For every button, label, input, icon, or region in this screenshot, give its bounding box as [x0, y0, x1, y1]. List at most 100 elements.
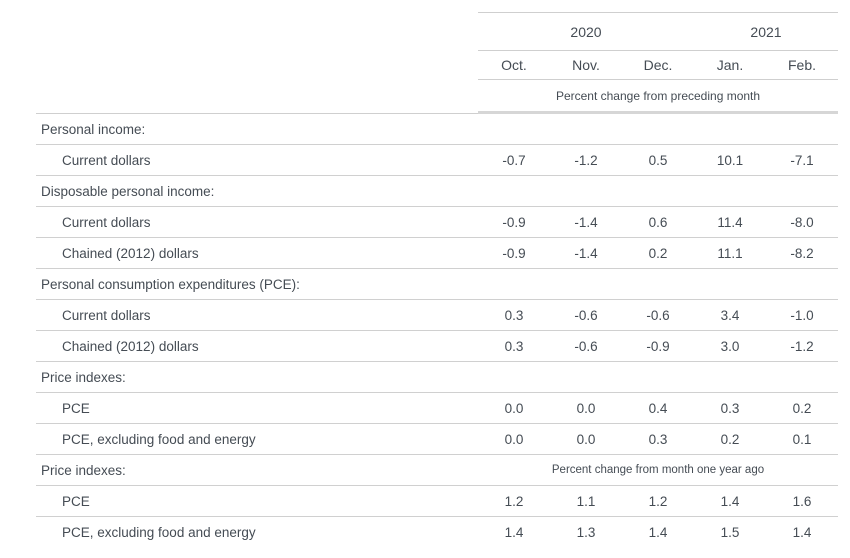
value-cell: 1.4 — [648, 525, 668, 540]
row-values: -0.9 -1.4 0.6 11.4 -8.0 — [478, 215, 838, 230]
unit-note-top: Percent change from preceding month — [478, 80, 838, 114]
row-label: Chained (2012) dollars — [62, 338, 199, 354]
value-cell: -1.2 — [574, 152, 598, 168]
row-values: -0.7 -1.2 0.5 10.1 -7.1 — [478, 153, 838, 168]
table-row-section: Disposable personal income: — [36, 176, 838, 207]
month-header-jan: Jan. — [716, 57, 744, 73]
table-row: Current dollars -0.7 -1.2 0.5 10.1 -7.1 — [36, 145, 838, 176]
value-cell: 0.0 — [576, 400, 596, 416]
value-cell: 0.3 — [504, 338, 524, 354]
table-row: Chained (2012) dollars -0.9 -1.4 0.2 11.… — [36, 238, 838, 269]
row-values: 0.0 0.0 0.4 0.3 0.2 — [478, 401, 838, 416]
label-column-spacer — [36, 12, 478, 51]
table-row: Current dollars 0.3 -0.6 -0.6 3.4 -1.0 — [36, 300, 838, 331]
table-row: PCE, excluding food and energy 0.0 0.0 0… — [36, 424, 838, 455]
value-cell: -0.9 — [646, 338, 670, 354]
value-cell: 1.2 — [648, 493, 668, 509]
value-cell: 0.6 — [648, 214, 668, 230]
row-values: 1.2 1.1 1.2 1.4 1.6 — [478, 494, 838, 509]
year-groups: 2020 2021 — [478, 12, 838, 51]
value-cell: 0.4 — [648, 400, 668, 416]
month-header-nov: Nov. — [572, 57, 600, 73]
row-label: Price indexes: — [41, 462, 126, 478]
row-label: Disposable personal income: — [41, 183, 215, 199]
year-header-2021: 2021 — [750, 23, 782, 40]
table-row: Current dollars -0.9 -1.4 0.6 11.4 -8.0 — [36, 207, 838, 238]
value-cell: 0.3 — [720, 400, 740, 416]
value-cell: -0.6 — [574, 338, 598, 354]
value-cell: 0.0 — [576, 431, 596, 447]
row-label: Chained (2012) dollars — [62, 245, 199, 261]
value-cell: -0.6 — [646, 307, 670, 323]
value-cell: 0.1 — [792, 431, 812, 447]
label-column-spacer — [36, 80, 478, 114]
value-cell: 1.4 — [720, 493, 740, 509]
row-label: PCE, excluding food and energy — [62, 525, 256, 540]
value-cell: 1.6 — [792, 493, 812, 509]
row-values: 0.3 -0.6 -0.9 3.0 -1.2 — [478, 339, 838, 354]
year-header-2020: 2020 — [570, 23, 602, 40]
table-row-section: Price indexes: — [36, 362, 838, 393]
value-cell: -8.2 — [790, 245, 814, 261]
table-row: PCE 1.2 1.1 1.2 1.4 1.6 — [36, 486, 838, 517]
table-row: PCE 0.0 0.0 0.4 0.3 0.2 — [36, 393, 838, 424]
year-header-row: 2020 2021 — [36, 12, 838, 51]
row-label: PCE, excluding food and energy — [62, 431, 256, 447]
value-cell: 1.5 — [720, 525, 740, 540]
unit-note-bottom: Percent change from month one year ago — [551, 464, 765, 476]
row-label: Current dollars — [62, 214, 151, 230]
value-cell: 0.2 — [648, 245, 668, 261]
month-header-oct: Oct. — [501, 57, 527, 73]
value-cell: 0.0 — [504, 431, 524, 447]
month-headers: Oct. Nov. Dec. Jan. Feb. — [478, 51, 838, 80]
value-cell: -0.9 — [502, 214, 526, 230]
row-values: 0.3 -0.6 -0.6 3.4 -1.0 — [478, 308, 838, 323]
value-cell: -1.0 — [790, 307, 814, 323]
value-cell: 10.1 — [716, 152, 744, 168]
value-cell: 0.3 — [504, 307, 524, 323]
row-label: Current dollars — [62, 152, 151, 168]
value-cell: 0.5 — [648, 152, 668, 168]
row-label: Current dollars — [62, 307, 151, 323]
month-header-feb: Feb. — [787, 57, 816, 73]
value-cell: -7.1 — [790, 152, 814, 168]
value-cell: 1.4 — [504, 525, 524, 540]
row-values: 1.4 1.3 1.4 1.5 1.4 — [478, 525, 838, 540]
value-cell: 0.0 — [504, 400, 524, 416]
row-label: PCE — [62, 400, 90, 416]
row-values: -0.9 -1.4 0.2 11.1 -8.2 — [478, 246, 838, 261]
unit-note-row: Percent change from preceding month — [36, 80, 838, 114]
row-label: Personal income: — [41, 121, 146, 137]
value-cell: -8.0 — [790, 214, 814, 230]
value-cell: 3.4 — [720, 307, 740, 323]
value-cell: -0.6 — [574, 307, 598, 323]
row-label: Personal consumption expenditures (PCE): — [41, 276, 300, 292]
value-cell: 0.2 — [792, 400, 812, 416]
value-cell: 0.2 — [720, 431, 740, 447]
table-row-section: Personal income: — [36, 114, 838, 145]
row-label: PCE — [62, 493, 90, 509]
value-cell: -1.4 — [574, 245, 598, 261]
table-row-section: Personal consumption expenditures (PCE): — [36, 269, 838, 300]
value-cell: -1.4 — [574, 214, 598, 230]
value-cell: 0.3 — [648, 431, 668, 447]
value-cell: -0.9 — [502, 245, 526, 261]
table-row: PCE, excluding food and energy 1.4 1.3 1… — [36, 517, 838, 548]
value-cell: 11.1 — [717, 245, 743, 261]
value-cell: 1.3 — [576, 525, 596, 540]
value-cell: 1.4 — [792, 525, 812, 540]
value-cell: 1.1 — [576, 493, 596, 509]
table-row: Chained (2012) dollars 0.3 -0.6 -0.9 3.0… — [36, 331, 838, 362]
value-cell: 3.0 — [720, 338, 740, 354]
value-cell: -1.2 — [790, 338, 814, 354]
row-label: Price indexes: — [41, 369, 126, 385]
table-row-section: Price indexes: Percent change from month… — [36, 455, 838, 486]
value-cell: 1.2 — [504, 493, 524, 509]
income-pce-table: 2020 2021 Oct. Nov. Dec. Jan. Feb. Perce… — [36, 12, 838, 548]
month-header-row: Oct. Nov. Dec. Jan. Feb. — [36, 51, 838, 80]
row-values: 0.0 0.0 0.3 0.2 0.1 — [478, 432, 838, 447]
value-cell: 11.4 — [717, 214, 743, 230]
label-column-spacer — [36, 51, 478, 80]
value-cell: -0.7 — [502, 152, 526, 168]
month-header-dec: Dec. — [643, 57, 673, 73]
